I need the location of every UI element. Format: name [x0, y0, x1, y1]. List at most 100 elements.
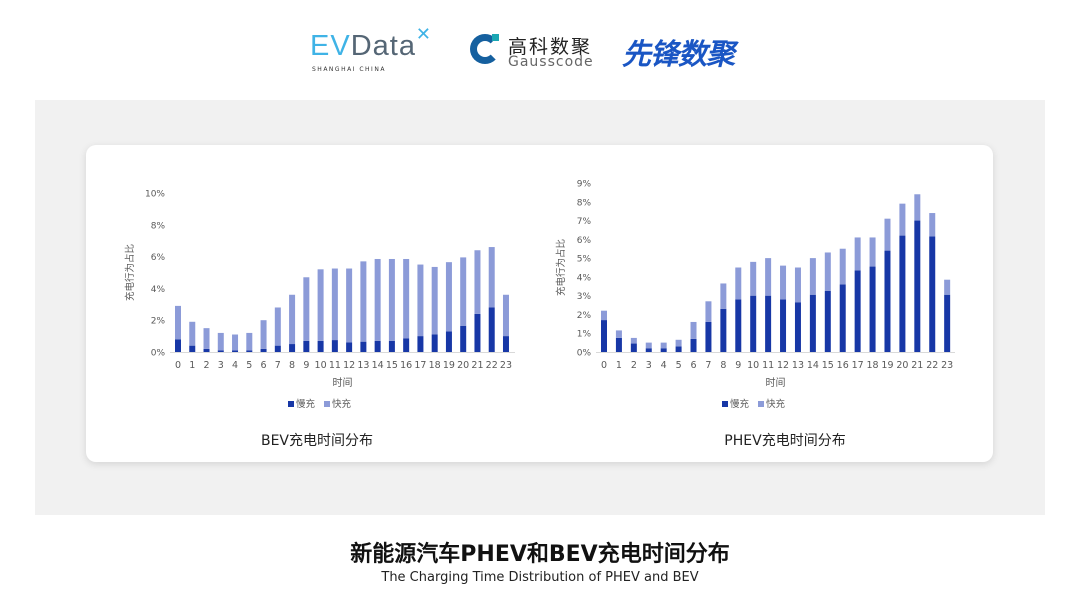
bev-bar-slow-3: [217, 350, 224, 352]
logo-bar: EVData ✕ SHANGHAI CHINA 高科数聚 Gausscode 先锋…: [0, 24, 1080, 74]
bev-ytick-label: 10%: [145, 190, 165, 200]
bev-bar-fast-7: [274, 307, 281, 346]
bev-bar-fast-18: [431, 266, 438, 335]
bev-xtick-label: 16: [400, 360, 412, 371]
bev-xtick-label: 22: [486, 360, 498, 371]
bev-bar-slow-22: [488, 307, 495, 352]
bev-bar-fast-16: [403, 258, 410, 339]
phev-ytick-label: 9%: [577, 180, 592, 190]
phev-xtick-label: 15: [822, 360, 834, 371]
bev-legend-swatch-0: [288, 401, 294, 407]
bev-bar-fast-22: [488, 247, 495, 308]
bev-bar-slow-19: [445, 331, 452, 352]
phev-bar-slow-4: [660, 348, 667, 352]
bev-bar-slow-20: [460, 325, 467, 352]
phev-bar-slow-15: [824, 290, 831, 352]
phev-legend-swatch-0: [722, 401, 728, 407]
bev-bar-fast-3: [217, 332, 224, 351]
phev-xtick-label: 13: [792, 360, 804, 371]
phev-xtick-label: 6: [690, 360, 696, 371]
page-subtitle: The Charging Time Distribution of PHEV a…: [381, 570, 699, 585]
bev-bar-slow-21: [474, 313, 481, 352]
bev-ytick-label: 8%: [151, 221, 166, 231]
evdata-x-icon: ✕: [415, 24, 432, 44]
phev-xtick-label: 4: [661, 360, 667, 371]
bev-xtick-label: 17: [414, 360, 426, 371]
phev-ytick-label: 0%: [577, 349, 592, 359]
phev-bar-slow-11: [765, 295, 772, 352]
bev-bar-slow-7: [274, 345, 281, 352]
phev-bar-fast-7: [705, 301, 712, 322]
phev-ytick-label: 5%: [577, 255, 592, 265]
phev-ytick-label: 8%: [577, 198, 592, 208]
evdata-logo-data: Data: [350, 30, 416, 62]
bev-bar-fast-9: [303, 277, 310, 341]
phev-bar-slow-20: [899, 235, 906, 352]
bev-xtick-label: 21: [471, 360, 483, 371]
phev-bar-fast-2: [630, 337, 637, 344]
bev-xtick-label: 12: [343, 360, 355, 371]
bev-bar-slow-16: [403, 338, 410, 352]
phev-bar-slow-6: [690, 338, 697, 352]
bev-bar-slow-8: [289, 344, 296, 352]
bev-bar-slow-6: [260, 348, 267, 352]
phev-legend-swatch-1: [758, 401, 764, 407]
phev-legend-label-0: 慢充: [730, 398, 750, 410]
bev-bar-fast-8: [289, 294, 296, 345]
phev-xtick-label: 19: [881, 360, 893, 371]
phev-ytick-label: 7%: [577, 217, 592, 227]
phev-xtick-label: 2: [631, 360, 637, 371]
phev-ytick-label: 1%: [577, 330, 592, 340]
bev-xtick-label: 9: [303, 360, 309, 371]
bev-xtick-label: 3: [218, 360, 224, 371]
evdata-logo-sub: SHANGHAI CHINA: [312, 66, 386, 73]
bev-bar-fast-6: [260, 320, 267, 349]
bev-xtick-label: 6: [261, 360, 267, 371]
phev-xtick-label: 8: [720, 360, 726, 371]
bev-bar-fast-0: [175, 305, 181, 340]
phev-xtick-label: 21: [911, 360, 923, 371]
bev-bar-fast-19: [445, 262, 452, 332]
phev-ytick-label: 2%: [577, 311, 592, 321]
phev-bar-slow-10: [750, 295, 757, 352]
phev-xtick-label: 18: [867, 360, 879, 371]
gausscode-logo-en: Gausscode: [508, 54, 594, 70]
bev-xtick-label: 13: [357, 360, 369, 371]
phev-bar-fast-17: [854, 237, 861, 271]
bev-xtick-label: 23: [500, 360, 512, 371]
phev-xtick-label: 20: [896, 360, 908, 371]
evdata-logo-ev: EV: [310, 30, 351, 62]
phev-bar-fast-22: [929, 213, 936, 237]
bev-xtick-label: 18: [429, 360, 441, 371]
bev-legend-swatch-1: [324, 401, 330, 407]
bev-bar-fast-15: [388, 258, 395, 341]
bev-xtick-label: 19: [443, 360, 455, 371]
phev-bar-slow-13: [794, 302, 801, 352]
gausscode-logo-icon: [470, 34, 500, 64]
phev-bar-slow-22: [929, 236, 936, 352]
phev-bar-fast-6: [690, 321, 697, 339]
gausscode-logo-cn: 高科数聚: [508, 36, 593, 58]
phev-xtick-label: 3: [646, 360, 652, 371]
phev-xtick-label: 7: [705, 360, 711, 371]
bev-xtick-label: 11: [329, 360, 341, 371]
phev-ytick-label: 6%: [577, 236, 592, 246]
phev-bar-slow-9: [735, 299, 742, 352]
phev-ytick-label: 4%: [577, 273, 592, 283]
bev-xtick-label: 2: [203, 360, 209, 371]
phev-bar-slow-16: [839, 284, 846, 352]
gausscode-logo-square: [492, 34, 499, 41]
bev-bar-fast-4: [232, 334, 239, 351]
bev-xtick-label: 0: [175, 360, 181, 371]
bev-bar-fast-23: [502, 294, 509, 337]
bev-xtick-label: 1: [189, 360, 195, 371]
bev-ytick-label: 4%: [151, 285, 166, 295]
phev-bar-fast-12: [780, 265, 787, 300]
phev-xtick-label: 12: [777, 360, 789, 371]
phev-bar-slow-18: [869, 266, 876, 352]
phev-bar-slow-21: [914, 220, 921, 352]
phev-bar-slow-17: [854, 270, 861, 352]
phev-bar-fast-10: [750, 261, 757, 296]
phev-bar-slow-19: [884, 250, 891, 352]
